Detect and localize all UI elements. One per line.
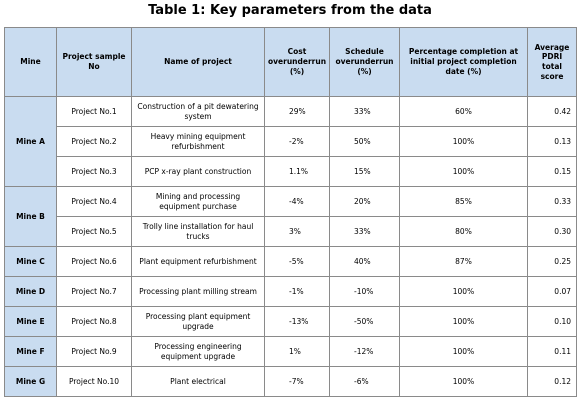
- schedule-overrun: 33%: [329, 216, 400, 247]
- mine-cell: Mine D: [4, 276, 57, 307]
- project-no: Project No.9: [56, 336, 132, 367]
- table-row: Mine F Project No.9 Processing engineering…: [4, 336, 577, 367]
- completion: 100%: [399, 336, 528, 367]
- table-row: Project No.5 Trolly line installation for…: [5, 216, 577, 247]
- table-row: Mine B Project No.4 Mining and processing …: [4, 186, 577, 247]
- schedule-overrun: -50%: [329, 306, 400, 337]
- schedule-overrun: 33%: [329, 96, 400, 127]
- schedule-overrun: 20%: [329, 186, 400, 217]
- completion: 100%: [399, 276, 528, 307]
- project-name: Processing plant equipment upgrade: [131, 306, 265, 337]
- project-name: Plant equipment refurbishment: [131, 246, 265, 277]
- completion: 60%: [399, 96, 528, 127]
- project-name: Processing plant milling stream: [131, 276, 265, 307]
- completion: 80%: [399, 216, 528, 247]
- schedule-overrun: -10%: [329, 276, 400, 307]
- project-name: PCP x-ray plant construction: [131, 156, 265, 187]
- pdri-score: 0.25: [527, 246, 577, 277]
- schedule-overrun: -12%: [329, 336, 400, 367]
- header-cell: Percentage completion at initial project…: [399, 27, 528, 97]
- mine-cell: Mine A: [4, 96, 57, 187]
- cost-overrun: 1%: [264, 336, 330, 367]
- project-no: Project No.1: [56, 96, 132, 127]
- mine-cell: Mine E: [4, 306, 57, 337]
- table-row: Mine C Project No.6 Plant equipment refurb…: [4, 246, 577, 277]
- table-title: Table 1: Key parameters from the data: [148, 3, 432, 18]
- project-no: Project No.2: [56, 126, 132, 157]
- project-no: Project No.8: [56, 306, 132, 337]
- project-no: Project No.6: [56, 246, 132, 277]
- header-cell: Mine: [4, 27, 57, 97]
- cost-overrun: -7%: [264, 366, 330, 397]
- completion: 87%: [399, 246, 528, 277]
- header-cell: Schedule overunderrun (%): [329, 27, 400, 97]
- table-header: Mine Project sample No Name of project C…: [4, 27, 577, 97]
- header-cell: Name of project: [131, 27, 265, 97]
- header-cell: Average PDRI total score: [527, 27, 577, 97]
- cost-overrun: -13%: [264, 306, 330, 337]
- table-row: Mine G Project No.10 Plant electrical -7% -6…: [4, 366, 577, 397]
- project-name: Trolly line installation for haul trucks: [131, 216, 265, 247]
- mine-cell: Mine B: [4, 186, 57, 247]
- schedule-overrun: 50%: [329, 126, 400, 157]
- project-name: Heavy mining equipment refurbishment: [131, 126, 265, 157]
- pdri-score: 0.07: [527, 276, 577, 307]
- pdri-score: 0.10: [527, 306, 577, 337]
- project-no: Project No.3: [56, 156, 132, 187]
- pdri-score: 0.30: [527, 216, 577, 247]
- mine-cell: Mine C: [4, 246, 57, 277]
- table-body: Mine A Project No.1 Construction of a pit …: [4, 96, 577, 397]
- project-no: Project No.5: [56, 216, 132, 247]
- project-name: Processing engineering equipment upgrade: [131, 336, 265, 367]
- project-no: Project No.10: [56, 366, 132, 397]
- schedule-overrun: 15%: [329, 156, 400, 187]
- cost-overrun: -5%: [264, 246, 330, 277]
- header-cell: Cost overunderrun (%): [264, 27, 330, 97]
- pdri-score: 0.33: [527, 186, 577, 217]
- completion: 100%: [399, 126, 528, 157]
- cost-overrun: -2%: [264, 126, 330, 157]
- table-row: Mine E Project No.8 Processing plant equip…: [4, 306, 577, 337]
- project-name: Construction of a pit dewatering system: [131, 96, 265, 127]
- pdri-score: 0.12: [527, 366, 577, 397]
- pdri-score: 0.15: [527, 156, 577, 187]
- pdri-score: 0.13: [527, 126, 577, 157]
- cost-overrun: -1%: [264, 276, 330, 307]
- schedule-overrun: 40%: [329, 246, 400, 277]
- completion: 100%: [399, 156, 528, 187]
- project-name: Mining and processing equipment purchase: [131, 186, 265, 217]
- mine-cell: Mine G: [4, 366, 57, 397]
- completion: 85%: [399, 186, 528, 217]
- table-row: Mine A Project No.1 Construction of a pit …: [4, 96, 577, 187]
- cost-overrun: -4%: [264, 186, 330, 217]
- table: Mine Project sample No Name of project C…: [4, 27, 577, 397]
- table-row: Mine D Project No.7 Processing plant milli…: [4, 276, 577, 307]
- table-row: Project No.3 PCP x-ray plant construction…: [5, 156, 577, 187]
- header-row: Mine Project sample No Name of project C…: [4, 27, 577, 97]
- pdri-score: 0.42: [527, 96, 577, 127]
- pdri-score: 0.11: [527, 336, 577, 367]
- mine-cell: Mine F: [4, 336, 57, 367]
- completion: 100%: [399, 366, 528, 397]
- completion: 100%: [399, 306, 528, 337]
- project-no: Project No.4: [56, 186, 132, 217]
- schedule-overrun: -6%: [329, 366, 400, 397]
- cost-overrun: 1.1%: [264, 156, 330, 187]
- cost-overrun: 3%: [264, 216, 330, 247]
- table-row: Project No.2 Heavy mining equipment refur…: [5, 126, 577, 157]
- project-no: Project No.7: [56, 276, 132, 307]
- project-name: Plant electrical: [131, 366, 265, 397]
- cost-overrun: 29%: [264, 96, 330, 127]
- header-cell: Project sample No: [56, 27, 132, 97]
